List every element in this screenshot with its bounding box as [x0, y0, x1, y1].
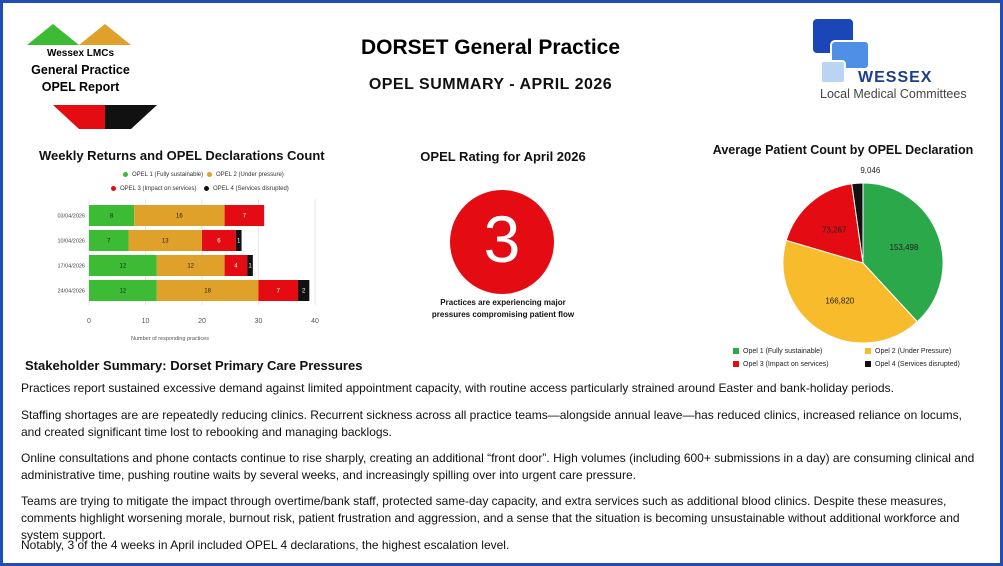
bar-segment — [258, 280, 299, 301]
legend-opel3: OPEL 3 (Impact on services) — [111, 186, 196, 192]
rating-caption-line2: pressures compromising patient flow — [431, 310, 575, 319]
bar-segment — [134, 205, 225, 226]
bar-segment — [156, 255, 225, 276]
bar-value-label: 12 — [120, 264, 127, 270]
legend-opel1-swatch — [123, 172, 128, 177]
rating-value: 3 — [483, 202, 521, 276]
bar-segment — [89, 205, 135, 226]
pie-legend-opel2: Opel 2 (Under Pressure) — [865, 348, 951, 355]
bar-value-label: 16 — [176, 214, 183, 220]
logo-org: Wessex LMCs — [46, 48, 115, 59]
category-label: 10/04/2026 — [57, 239, 85, 245]
bar-segment — [224, 255, 248, 276]
pie-value-label: 9,046 — [860, 167, 881, 175]
bar-value-label: 18 — [204, 289, 211, 295]
pie-slice — [862, 182, 944, 323]
weekly-chart-title: Weekly Returns and OPEL Declarations Cou… — [39, 148, 325, 163]
rating-caption-line1: Practices are experiencing major — [440, 298, 566, 307]
legend-opel4-swatch — [204, 186, 209, 191]
legend-opel3-swatch — [111, 186, 116, 191]
pie-legend-opel4: Opel 4 (Services disrupted) — [865, 361, 960, 368]
bar-segment — [89, 255, 157, 276]
page-subtitle: OPEL SUMMARY - APRIL 2026 — [368, 76, 613, 93]
bar-value-label: 12 — [120, 289, 127, 295]
bar-segment — [224, 205, 265, 226]
weekly-bar-chart: 0 10 20 30 40 Number of responding practices 0… — [57, 199, 319, 342]
x-tick-label: 10 — [142, 318, 150, 325]
bar-segment — [202, 230, 236, 251]
bar-value-label: 1 — [248, 264, 252, 270]
summary-paragraph-1: Practices report sustained excessive dem… — [21, 381, 894, 395]
bar-value-label: 12 — [187, 264, 194, 270]
pie-legend-opel4-swatch — [865, 361, 871, 368]
category-label: 03/04/2026 — [57, 214, 85, 220]
x-tick-label: 0 — [87, 318, 91, 325]
pie-slice — [851, 182, 864, 264]
rating-circle — [450, 190, 554, 294]
x-tick-label: 20 — [198, 318, 206, 325]
pie-value-label: 73,267 — [822, 226, 847, 235]
pie-legend-opel3-swatch — [733, 361, 739, 368]
logo-line2: OPEL Report — [41, 80, 120, 94]
brand-name: WESSEX — [858, 69, 933, 86]
bar-segment — [128, 230, 202, 251]
pie-legend-opel2-swatch — [865, 348, 871, 355]
x-tick-label: 40 — [311, 318, 319, 325]
legend-opel4: OPEL 4 (Services disrupted) — [204, 186, 289, 192]
wessex-brand-icon — [813, 19, 870, 84]
bar-value-label: 2 — [302, 289, 306, 295]
pie-chart-title: Average Patient Count by OPEL Declaratio… — [712, 143, 974, 157]
bar-value-label: 6 — [217, 239, 221, 245]
bar-segment — [89, 280, 157, 301]
x-axis-label: Number of responding practices — [131, 336, 209, 342]
bar-value-label: 7 — [277, 289, 281, 295]
bar-value-label: 7 — [107, 239, 111, 245]
bar-segment — [89, 230, 129, 251]
bar-segment — [247, 255, 253, 276]
legend-opel2: OPEL 2 (Under pressure) — [207, 172, 284, 178]
bar-value-label: 4 — [234, 264, 238, 270]
pie-slice — [785, 183, 864, 264]
x-tick-label: 30 — [255, 318, 263, 325]
bar-value-label: 1 — [237, 239, 241, 245]
pie-legend-opel1-swatch — [733, 348, 739, 355]
bar-value-label: 8 — [110, 214, 114, 220]
summary-paragraph-2: Staffing shortages are are repeatedly re… — [21, 408, 962, 439]
summary-paragraph-5: Notably, 3 of the 4 weeks in April inclu… — [21, 538, 510, 552]
logo-green-roof — [27, 24, 79, 45]
bar-segment — [235, 230, 242, 251]
pie-value-label: 153,498 — [890, 243, 919, 252]
legend-opel2-swatch — [207, 172, 212, 177]
logo-amber-roof — [79, 24, 131, 45]
pie-value-label: 166,820 — [825, 296, 854, 305]
logo-line1: General Practice — [31, 63, 130, 77]
wessex-lmc-opel-logo — [27, 24, 157, 129]
summary-title: Stakeholder Summary: Dorset Primary Care… — [25, 358, 363, 373]
bar-value-label: 7 — [243, 214, 247, 220]
brand-tagline: Local Medical Committees — [820, 87, 967, 101]
rating-title: OPEL Rating for April 2026 — [420, 149, 586, 164]
bar-value-label: 13 — [162, 239, 169, 245]
page-title: DORSET General Practice — [360, 36, 621, 59]
pie-slice — [782, 239, 919, 344]
logo-red-base — [53, 105, 105, 129]
category-label: 17/04/2026 — [57, 264, 85, 270]
bar-segment — [298, 280, 310, 301]
category-label: 24/04/2026 — [57, 289, 85, 295]
summary-paragraph-3: Online consultations and phone contacts … — [21, 451, 975, 482]
summary-paragraph-4: Teams are trying to mitigate the impact … — [21, 494, 960, 542]
bar-segment — [156, 280, 259, 301]
pie-legend-opel1: Opel 1 (Fully sustainable) — [733, 348, 822, 355]
legend-opel1: OPEL 1 (Fully sustainable) — [123, 172, 203, 178]
pie-legend-opel3: Opel 3 (Impact on services) — [733, 361, 829, 368]
patient-count-pie-chart: 153,498 166,820 73,267 9,046 — [782, 167, 944, 344]
logo-black-base — [105, 105, 157, 129]
